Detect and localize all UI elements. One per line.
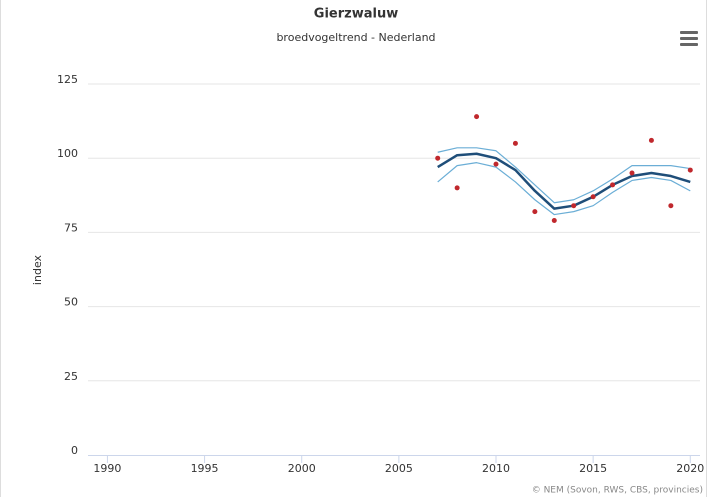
data-point (571, 203, 577, 209)
trend-line (437, 162, 691, 216)
menu-bar[interactable] (680, 37, 698, 40)
y-tick-label: 75 (64, 221, 78, 234)
chart-subtitle: broedvogeltrend - Nederland (276, 31, 435, 44)
x-tick-label: 2015 (579, 462, 607, 475)
x-tick-label: 2010 (482, 462, 510, 475)
x-tick-label: 2005 (385, 462, 413, 475)
x-tick-label: 2020 (676, 462, 704, 475)
data-point (590, 194, 596, 200)
data-point (629, 170, 635, 176)
y-tick-label: 50 (64, 296, 78, 309)
data-point (648, 137, 654, 143)
data-point (610, 182, 616, 188)
data-point (435, 155, 441, 161)
trend-line (437, 147, 691, 204)
data-point (493, 161, 499, 167)
y-tick-label: 100 (57, 147, 78, 160)
y-tick-label: 125 (57, 73, 78, 86)
menu-bar[interactable] (680, 31, 698, 34)
data-point (474, 114, 480, 120)
y-axis-label: index (31, 254, 44, 285)
data-point (454, 185, 460, 191)
y-tick-label: 25 (64, 370, 78, 383)
x-tick-label: 1990 (93, 462, 121, 475)
x-tick-label: 2000 (288, 462, 316, 475)
menu-button[interactable] (680, 31, 698, 46)
data-point (512, 140, 518, 146)
credit: © NEM (Sovon, RWS, CBS, provincies) (532, 486, 703, 496)
data-point (668, 203, 674, 209)
data-point (687, 167, 693, 173)
chart-title: Gierzwaluw (314, 7, 398, 22)
trend-line (437, 152, 691, 210)
y-tick-label: 0 (71, 444, 78, 457)
x-tick-label: 1995 (191, 462, 219, 475)
data-point (551, 218, 557, 224)
menu-bar[interactable] (680, 43, 698, 46)
data-point (532, 209, 538, 215)
